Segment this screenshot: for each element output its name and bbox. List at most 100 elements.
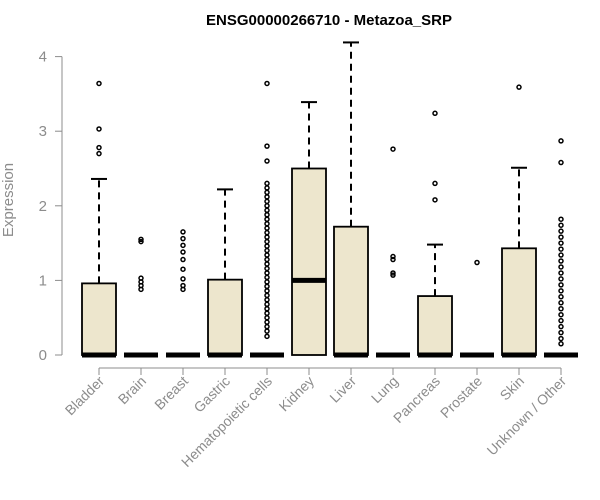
box-body bbox=[333, 225, 369, 356]
outlier-point bbox=[180, 235, 186, 242]
outlier-point bbox=[96, 144, 102, 151]
outlier-point bbox=[264, 270, 270, 276]
outlier-point bbox=[264, 158, 270, 164]
category-label: Breast bbox=[151, 373, 191, 413]
outlier-point bbox=[390, 272, 396, 278]
outlier-point bbox=[558, 216, 564, 222]
outlier-point bbox=[264, 283, 270, 290]
outlier-point bbox=[264, 194, 270, 200]
outlier-point bbox=[138, 275, 144, 281]
outlier-point bbox=[96, 80, 102, 87]
outlier-point bbox=[432, 110, 438, 117]
outlier-point bbox=[390, 256, 396, 263]
outlier-point bbox=[558, 258, 564, 264]
outlier-point bbox=[264, 216, 270, 222]
outlier-point bbox=[264, 261, 270, 267]
outlier-point bbox=[264, 198, 270, 205]
box-body bbox=[81, 282, 117, 356]
box-body bbox=[501, 247, 537, 356]
outlier-point bbox=[558, 305, 564, 312]
outlier-point bbox=[264, 243, 270, 249]
outlier-point bbox=[516, 84, 522, 90]
y-tick-label: 0 bbox=[39, 347, 47, 364]
outlier-point bbox=[264, 256, 270, 263]
outlier-point bbox=[558, 252, 564, 258]
outlier-point bbox=[180, 229, 186, 235]
outlier-point bbox=[558, 240, 564, 246]
box-liver bbox=[333, 41, 369, 358]
box-body bbox=[207, 278, 243, 356]
outlier-point bbox=[264, 310, 270, 316]
box-prostate bbox=[460, 259, 494, 358]
outlier-point bbox=[390, 253, 396, 260]
outlier-point bbox=[264, 328, 270, 334]
category-label: Unknown / Other bbox=[484, 373, 570, 459]
outlier-point bbox=[558, 222, 564, 228]
box-body bbox=[417, 295, 453, 356]
outlier-point bbox=[390, 270, 396, 276]
outlier-point bbox=[264, 274, 270, 281]
outlier-point bbox=[264, 297, 270, 303]
outlier-point bbox=[180, 249, 186, 255]
outlier-point bbox=[264, 189, 270, 196]
outlier-point bbox=[264, 238, 270, 245]
outlier-point bbox=[390, 146, 396, 152]
outlier-point bbox=[558, 317, 564, 324]
outlier-point bbox=[264, 333, 270, 340]
category-label: Bladder bbox=[62, 373, 108, 419]
box-lung bbox=[376, 146, 410, 358]
outlier-point bbox=[180, 276, 186, 282]
box-hematopoietic-cells bbox=[250, 80, 284, 358]
chart-title: ENSG00000266710 - Metazoa_SRP bbox=[206, 12, 452, 29]
outlier-point bbox=[264, 185, 270, 191]
category-label: Brain bbox=[115, 373, 149, 407]
outlier-point bbox=[264, 279, 270, 285]
outlier-point bbox=[558, 159, 564, 166]
box-breast bbox=[166, 229, 200, 358]
outlier-point bbox=[180, 256, 186, 263]
box-skin bbox=[501, 84, 537, 358]
outlier-point bbox=[138, 238, 144, 245]
category-label: Kidney bbox=[276, 373, 318, 415]
outlier-point bbox=[180, 242, 186, 249]
outlier-point bbox=[264, 301, 270, 308]
outlier-point bbox=[264, 314, 270, 321]
outlier-point bbox=[264, 220, 270, 227]
y-tick-label: 3 bbox=[39, 123, 47, 140]
category-label: Lung bbox=[368, 373, 401, 406]
outlier-point bbox=[264, 323, 270, 330]
outlier-point bbox=[558, 264, 564, 270]
outlier-point bbox=[180, 266, 186, 272]
category-label: Prostate bbox=[437, 373, 485, 421]
category-label: Skin bbox=[497, 373, 528, 404]
y-tick-label: 2 bbox=[39, 198, 47, 215]
box-body bbox=[291, 167, 327, 356]
outlier-point bbox=[264, 252, 270, 258]
box-gastric bbox=[207, 188, 243, 358]
outlier-point bbox=[432, 180, 438, 187]
y-tick-label: 4 bbox=[39, 49, 47, 66]
outlier-point bbox=[432, 197, 438, 203]
outlier-point bbox=[96, 150, 102, 157]
outlier-point bbox=[264, 292, 270, 299]
outlier-point bbox=[558, 311, 564, 318]
outlier-point bbox=[264, 247, 270, 254]
outlier-point bbox=[264, 80, 270, 87]
y-axis: 0 1 2 3 4 bbox=[39, 49, 63, 364]
outlier-point bbox=[264, 319, 270, 325]
outlier-point bbox=[558, 335, 564, 342]
outlier-point bbox=[264, 288, 270, 294]
outlier-point bbox=[558, 294, 564, 300]
outlier-point bbox=[264, 229, 270, 236]
box-kidney bbox=[291, 101, 327, 356]
boxes-layer bbox=[81, 41, 578, 358]
y-tick-label: 1 bbox=[39, 272, 47, 289]
outlier-point bbox=[96, 126, 102, 132]
box-bladder bbox=[81, 80, 117, 358]
outlier-point bbox=[180, 282, 186, 289]
outlier-point bbox=[558, 282, 564, 288]
outlier-point bbox=[474, 259, 480, 266]
outlier-point bbox=[558, 329, 564, 336]
